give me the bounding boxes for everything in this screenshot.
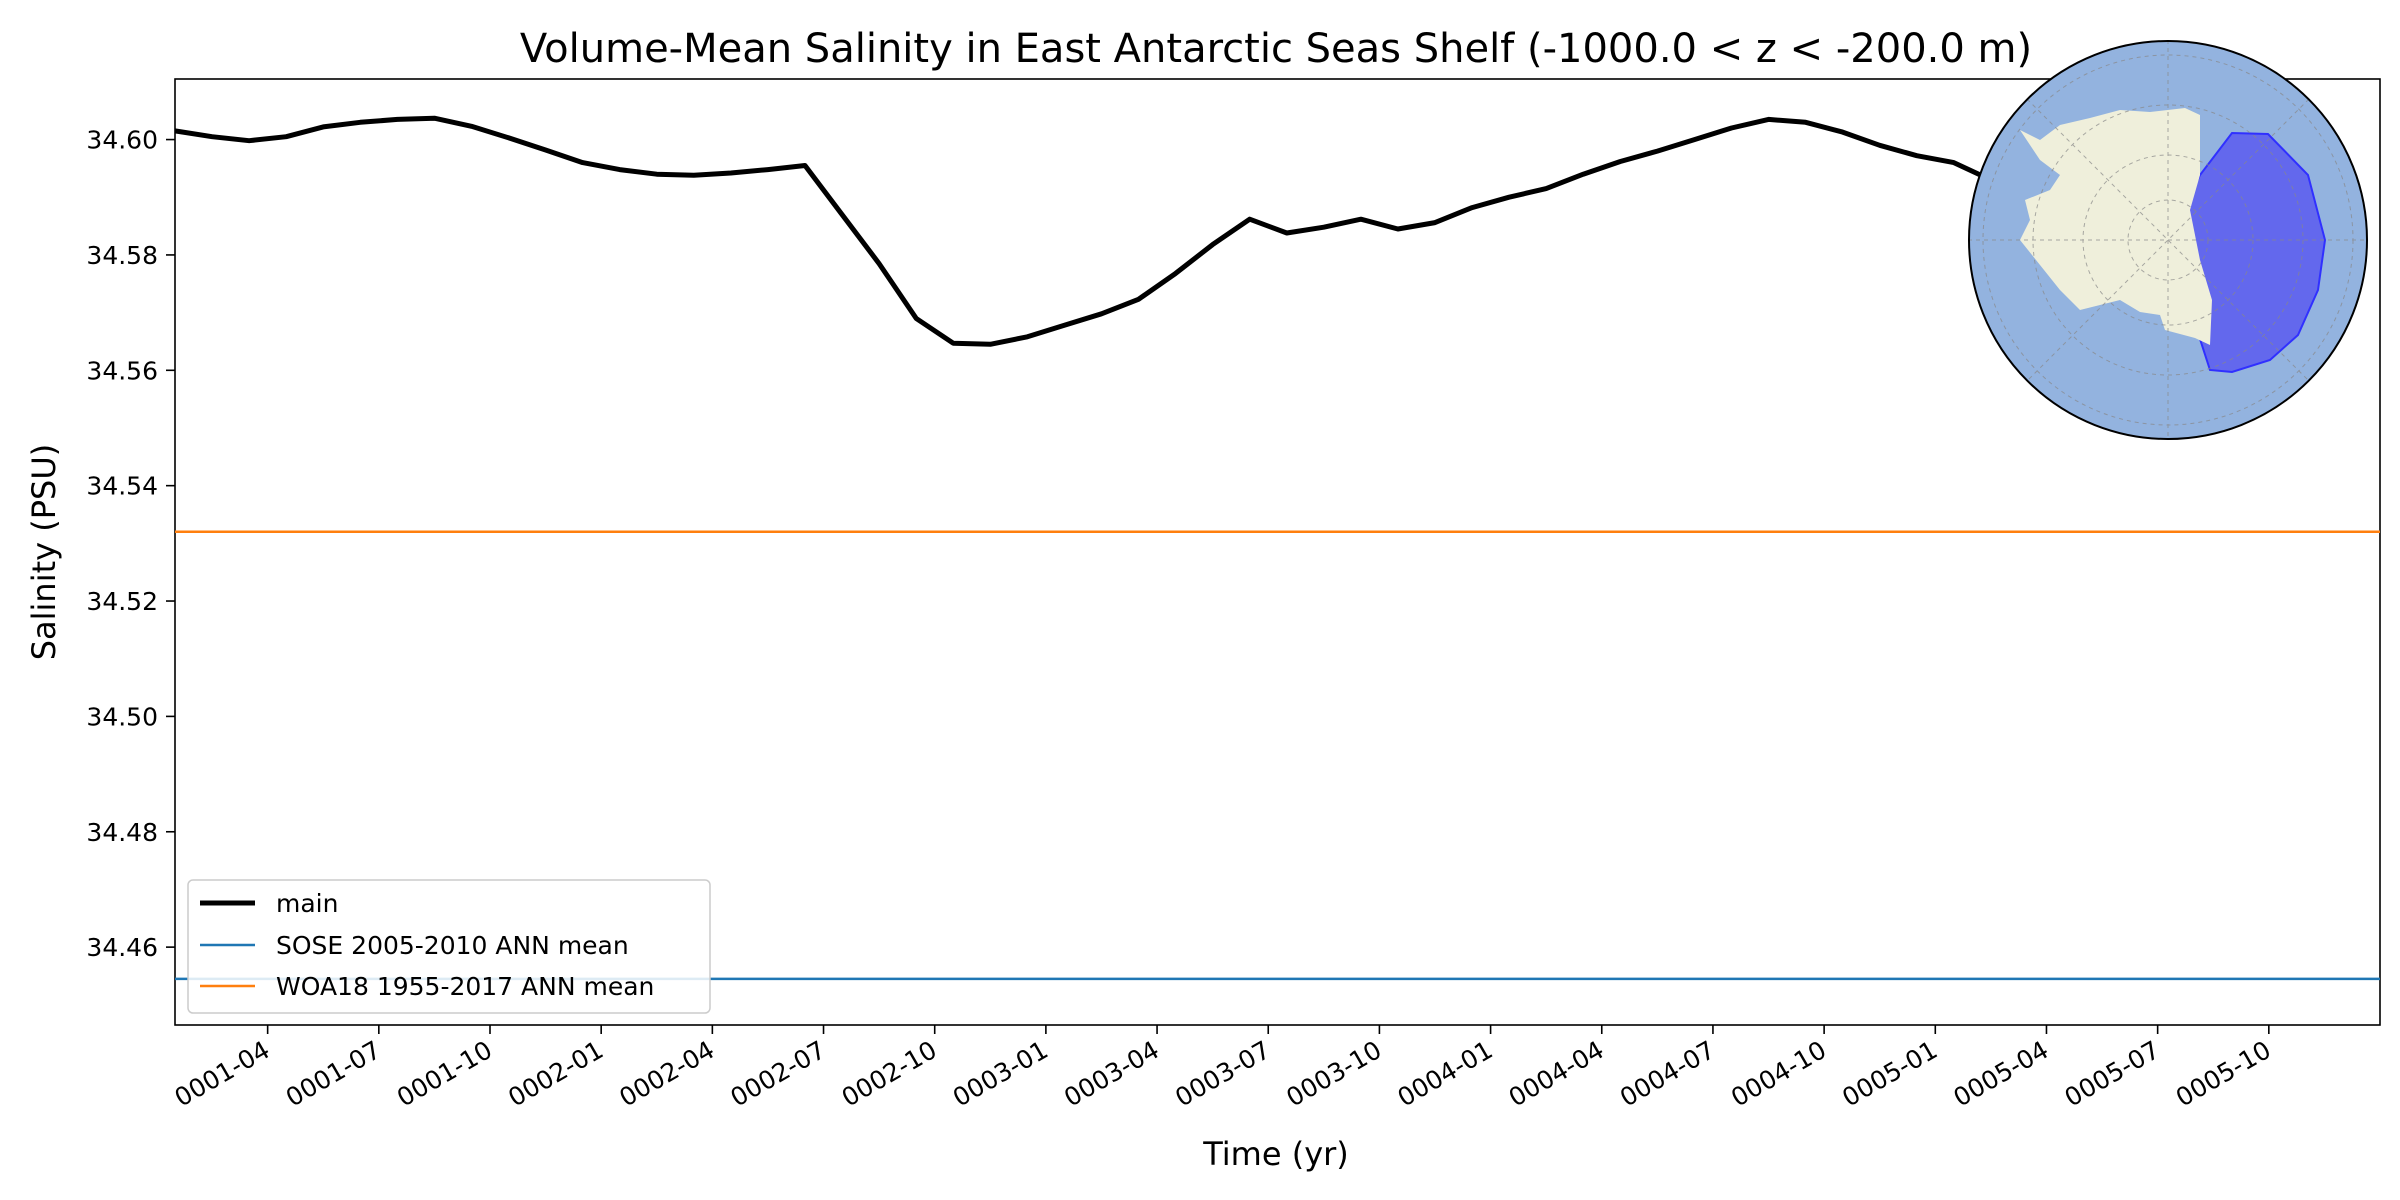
antarctica-region-map-icon	[1968, 40, 2368, 440]
x-axis-label: Time (yr)	[1202, 1135, 1349, 1173]
y-tick-label: 34.54	[86, 472, 158, 501]
chart-title: Volume-Mean Salinity in East Antarctic S…	[520, 26, 2032, 72]
plot-area	[174, 78, 2381, 1026]
legend-label-woa18: WOA18 1955-2017 ANN mean	[276, 972, 654, 1001]
y-tick-label: 34.60	[86, 126, 158, 155]
legend-label-main: main	[276, 889, 338, 918]
y-axis-label: Salinity (PSU)	[25, 444, 63, 661]
legend: main SOSE 2005-2010 ANN mean WOA18 1955-…	[187, 879, 711, 1014]
y-tick-label: 34.46	[86, 933, 158, 962]
y-tick-label: 34.56	[86, 356, 158, 385]
y-tick-label: 34.58	[86, 241, 158, 270]
y-tick-label: 34.48	[86, 818, 158, 847]
y-tick-label: 34.50	[86, 702, 158, 731]
legend-label-sose: SOSE 2005-2010 ANN mean	[276, 931, 629, 960]
y-tick-label: 34.52	[86, 587, 158, 616]
